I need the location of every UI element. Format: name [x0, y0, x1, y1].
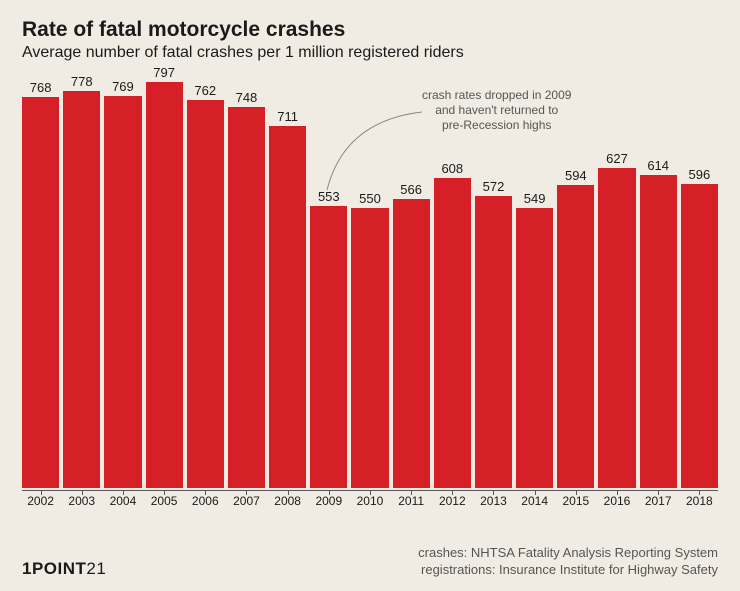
- bar-rect: [557, 185, 594, 488]
- bar-column: 768: [22, 70, 59, 488]
- bar-value-label: 762: [187, 83, 224, 98]
- bar-value-label: 549: [516, 191, 553, 206]
- bar-column: 614: [640, 70, 677, 488]
- annotation-line: pre-Recession highs: [422, 118, 571, 133]
- bar-value-label: 797: [146, 65, 183, 80]
- source-attribution: crashes: NHTSA Fatality Analysis Reporti…: [418, 544, 718, 579]
- bar-column: 748: [228, 70, 265, 488]
- bar-rect: [351, 208, 388, 488]
- annotation-line: crash rates dropped in 2009: [422, 88, 571, 103]
- bar-rect: [434, 178, 471, 488]
- x-axis-label: 2006: [187, 491, 224, 510]
- bar-column: 711: [269, 70, 306, 488]
- bar-value-label: 778: [63, 74, 100, 89]
- bars-row: 768 778 769 797 762 748 711 553 550 566 608 572 549 5…: [22, 70, 718, 488]
- bar-value-label: 748: [228, 90, 265, 105]
- bar-rect: [475, 196, 512, 488]
- bar-column: 553: [310, 70, 347, 488]
- x-axis-label: 2005: [146, 491, 183, 510]
- bar-value-label: 596: [681, 167, 718, 182]
- x-axis-label: 2018: [681, 491, 718, 510]
- bar-rect: [598, 168, 635, 488]
- x-axis-label: 2008: [269, 491, 306, 510]
- bar-value-label: 594: [557, 168, 594, 183]
- bar-column: 627: [598, 70, 635, 488]
- x-axis-label: 2013: [475, 491, 512, 510]
- bar-rect: [640, 175, 677, 488]
- x-axis-label: 2007: [228, 491, 265, 510]
- bar-rect: [146, 82, 183, 488]
- footer: 1POINT21 crashes: NHTSA Fatality Analysi…: [22, 544, 718, 579]
- bar-rect: [228, 107, 265, 488]
- bar-column: 550: [351, 70, 388, 488]
- bar-column: 596: [681, 70, 718, 488]
- bar-column: 762: [187, 70, 224, 488]
- x-axis-label: 2010: [351, 491, 388, 510]
- bar-value-label: 711: [269, 109, 306, 124]
- bar-value-label: 614: [640, 158, 677, 173]
- annotation-line: and haven't returned to: [422, 103, 571, 118]
- x-axis-label: 2017: [640, 491, 677, 510]
- x-axis-label: 2016: [598, 491, 635, 510]
- bar-rect: [310, 206, 347, 488]
- x-axis-label: 2012: [434, 491, 471, 510]
- x-axis-label: 2011: [393, 491, 430, 510]
- bar-value-label: 572: [475, 179, 512, 194]
- source-line: crashes: NHTSA Fatality Analysis Reporti…: [418, 544, 718, 562]
- bar-rect: [516, 208, 553, 488]
- x-axis-label: 2002: [22, 491, 59, 510]
- bar-rect: [104, 96, 141, 488]
- bar-rect: [393, 199, 430, 488]
- chart-area: 768 778 769 797 762 748 711 553 550 566 608 572 549 5…: [22, 70, 718, 510]
- bar-rect: [269, 126, 306, 488]
- bar-value-label: 550: [351, 191, 388, 206]
- x-axis: 200220032004 200520062007200820092010 2011…: [22, 490, 718, 510]
- annotation-text: crash rates dropped in 2009 and haven't …: [422, 88, 571, 133]
- x-axis-label: 2009: [310, 491, 347, 510]
- chart-title: Rate of fatal motorcycle crashes: [22, 18, 718, 42]
- x-axis-label: 2015: [557, 491, 594, 510]
- bar-column: 769: [104, 70, 141, 488]
- logo-bold: 1POINT: [22, 559, 86, 579]
- bar-value-label: 608: [434, 161, 471, 176]
- bar-value-label: 769: [104, 79, 141, 94]
- bar-value-label: 627: [598, 151, 635, 166]
- chart-subtitle: Average number of fatal crashes per 1 mi…: [22, 44, 718, 62]
- bar-rect: [63, 91, 100, 488]
- source-line: registrations: Insurance Institute for H…: [418, 561, 718, 579]
- logo: 1POINT21: [22, 559, 106, 579]
- bar-value-label: 553: [310, 189, 347, 204]
- x-axis-label: 2003: [63, 491, 100, 510]
- bar-rect: [681, 184, 718, 488]
- bar-column: 797: [146, 70, 183, 488]
- bar-value-label: 566: [393, 182, 430, 197]
- bar-rect: [187, 100, 224, 488]
- x-axis-label: 2014: [516, 491, 553, 510]
- logo-thin: 21: [86, 559, 106, 579]
- x-axis-label: 2004: [104, 491, 141, 510]
- bar-rect: [22, 97, 59, 488]
- bar-column: 778: [63, 70, 100, 488]
- bar-value-label: 768: [22, 80, 59, 95]
